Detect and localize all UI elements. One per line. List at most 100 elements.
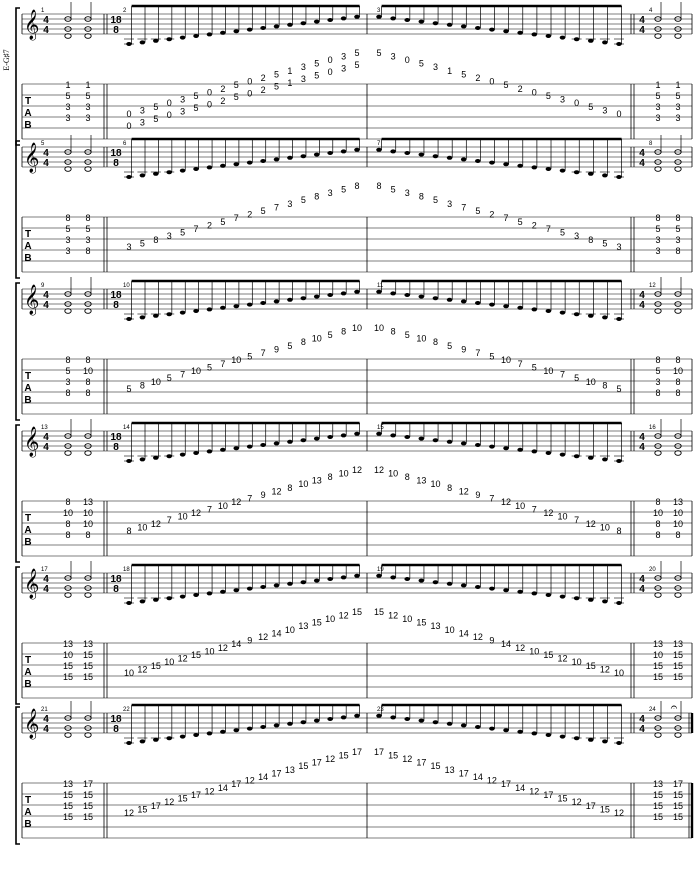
note [139, 40, 146, 45]
tab-fret: 15 [673, 661, 683, 671]
measure-number: 24 [649, 707, 656, 713]
time-signature: 4 [639, 442, 645, 453]
note [503, 162, 509, 167]
tab-fret: 5 [180, 228, 185, 238]
tab-fret: 0 [489, 77, 494, 87]
tab-fret: 15 [352, 607, 362, 617]
tab-clef-letter: A [24, 383, 31, 394]
tab-fret: 5 [489, 352, 494, 362]
tab-fret: 15 [151, 661, 161, 671]
tab-fret: 10 [63, 650, 73, 660]
tab-fret: 9 [461, 344, 466, 354]
note [246, 160, 253, 165]
tab-fret: 3 [65, 235, 70, 245]
measure-number: 15 [377, 425, 384, 431]
tab-fret: 12 [402, 754, 412, 764]
tab-fret: 13 [298, 621, 308, 631]
system-bracket [15, 566, 20, 705]
time-signature: 4 [639, 158, 645, 169]
note [340, 433, 347, 438]
note [64, 26, 72, 32]
tab-fret: 12 [543, 508, 553, 518]
note [220, 30, 226, 35]
tab-fret: 10 [501, 355, 511, 365]
tab-fret: 7 [574, 515, 579, 525]
time-signature-18-8: 8 [113, 158, 119, 169]
note [233, 304, 240, 309]
note [84, 166, 92, 172]
tab-fret: 8 [616, 526, 621, 536]
tab-fret: 5 [546, 91, 551, 101]
note [654, 166, 662, 172]
tab-fret: 3 [675, 102, 680, 112]
tab-fret: 5 [234, 80, 239, 90]
tab-fret: 3 [85, 102, 90, 112]
tab-fret: 10 [653, 508, 663, 518]
tab-fret: 8 [85, 355, 90, 365]
note [602, 599, 608, 604]
note [446, 22, 453, 27]
note [674, 33, 682, 39]
measure-number: 10 [123, 283, 130, 289]
note [475, 159, 481, 163]
measure-number: 12 [649, 283, 656, 289]
tab-fret: 7 [461, 202, 466, 212]
tab-fret: 7 [207, 504, 212, 514]
tab-fret: 8 [655, 388, 660, 398]
note [404, 717, 411, 721]
tab-fret: 0 [328, 67, 333, 77]
note [475, 725, 481, 729]
note [287, 721, 293, 726]
measure-number: 16 [649, 425, 656, 431]
tab-fret: 10 [673, 366, 683, 376]
note [654, 450, 662, 456]
note [220, 163, 226, 168]
note [432, 720, 439, 725]
tab-fret: 8 [65, 388, 70, 398]
system-bracket [15, 424, 20, 563]
tab-fret: 10 [374, 323, 384, 333]
tab-fret: 15 [653, 661, 663, 671]
note [531, 165, 538, 170]
tab-fret: 5 [274, 69, 279, 79]
note [460, 24, 467, 29]
note [674, 166, 682, 172]
tab-fret: 17 [272, 768, 282, 778]
note [489, 444, 495, 449]
note [260, 585, 266, 589]
tab-fret: 12 [164, 797, 174, 807]
note [354, 289, 360, 294]
note [313, 718, 320, 723]
note [313, 578, 320, 583]
tab-fret: 3 [655, 113, 660, 123]
note [206, 307, 213, 312]
measure-number: 20 [649, 567, 656, 573]
tab-fret: 2 [207, 220, 212, 230]
note [654, 725, 662, 731]
tab-fret: 14 [515, 783, 525, 793]
time-signature: 4 [639, 25, 645, 36]
note [64, 732, 72, 738]
note [418, 436, 425, 441]
measure-number: 11 [377, 283, 384, 289]
tab-fret: 8 [341, 326, 346, 336]
tab-fret: 15 [673, 650, 683, 660]
tab-fret: 17 [83, 779, 93, 789]
tab-fret: 15 [63, 801, 73, 811]
tab-fret: 1 [675, 80, 680, 90]
measure-number: 17 [41, 567, 48, 573]
tab-fret: 15 [673, 801, 683, 811]
tab-fret: 1 [287, 78, 292, 88]
tab-fret: 3 [65, 377, 70, 387]
tab-fret: 7 [274, 202, 279, 212]
tab-fret: 12 [459, 486, 469, 496]
tab-fret: 10 [600, 522, 610, 532]
note [587, 737, 594, 742]
tab-fret: 13 [653, 779, 663, 789]
tab-fret: 10 [388, 468, 398, 478]
note [153, 38, 159, 43]
tab-fret: 10 [673, 508, 683, 518]
tab-clef-letter: A [24, 807, 31, 818]
note [674, 585, 682, 591]
note [273, 723, 280, 728]
